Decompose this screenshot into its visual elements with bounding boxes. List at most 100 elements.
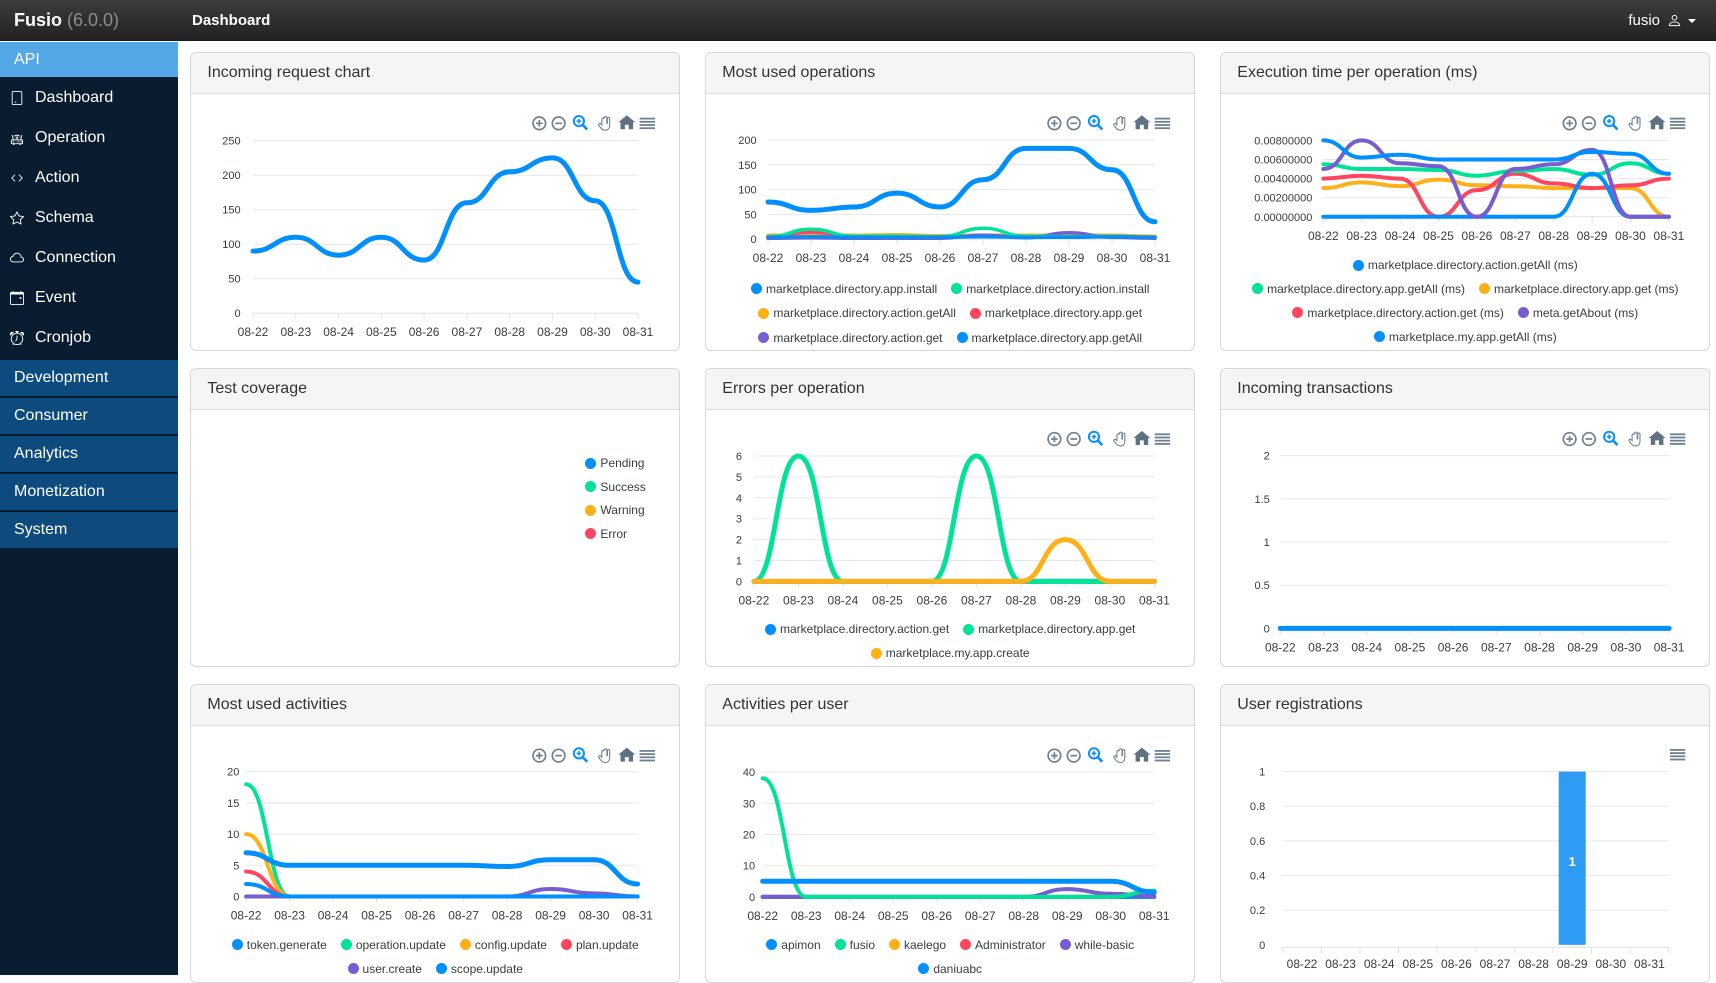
svg-text:08-31: 08-31 (1139, 593, 1170, 607)
svg-text:08-29: 08-29 (1054, 252, 1085, 266)
svg-text:08-26: 08-26 (1441, 958, 1472, 972)
svg-text:08-29: 08-29 (1577, 229, 1608, 243)
svg-text:08-22: 08-22 (1265, 640, 1296, 654)
svg-text:5: 5 (736, 472, 742, 484)
svg-text:08-22: 08-22 (1308, 229, 1339, 243)
svg-text:08-29: 08-29 (538, 326, 569, 340)
svg-text:08-30: 08-30 (1596, 958, 1627, 972)
svg-text:30: 30 (743, 799, 755, 811)
svg-text:1: 1 (736, 556, 742, 568)
svg-text:08-28: 08-28 (1539, 229, 1570, 243)
svg-text:1: 1 (1264, 537, 1270, 549)
svg-text:250: 250 (223, 136, 241, 148)
svg-text:08-30: 08-30 (1611, 640, 1642, 654)
svg-text:10: 10 (228, 829, 240, 841)
svg-text:08-26: 08-26 (405, 909, 436, 923)
svg-text:08-27: 08-27 (1500, 229, 1531, 243)
svg-text:08-27: 08-27 (965, 909, 996, 923)
svg-text:0: 0 (749, 892, 755, 904)
svg-text:0: 0 (1259, 940, 1265, 952)
svg-text:08-26: 08-26 (925, 252, 956, 266)
svg-text:08-30: 08-30 (1095, 593, 1126, 607)
svg-text:20: 20 (743, 830, 755, 842)
svg-text:0.8: 0.8 (1250, 802, 1265, 814)
svg-text:08-28: 08-28 (1524, 640, 1555, 654)
svg-text:100: 100 (223, 240, 241, 252)
svg-text:08-26: 08-26 (1438, 640, 1469, 654)
svg-text:08-24: 08-24 (835, 909, 866, 923)
svg-text:08-29: 08-29 (1568, 640, 1599, 654)
svg-text:50: 50 (745, 210, 757, 222)
svg-text:08-30: 08-30 (580, 326, 611, 340)
svg-text:1.5: 1.5 (1255, 494, 1270, 506)
svg-text:3: 3 (736, 514, 742, 526)
svg-text:08-24: 08-24 (1364, 958, 1395, 972)
svg-text:08-25: 08-25 (1423, 229, 1454, 243)
svg-text:08-23: 08-23 (1347, 229, 1378, 243)
svg-text:50: 50 (229, 274, 241, 286)
svg-text:08-30: 08-30 (579, 909, 610, 923)
svg-text:0.4: 0.4 (1250, 871, 1265, 883)
svg-text:08-23: 08-23 (275, 909, 306, 923)
svg-text:0: 0 (751, 235, 757, 247)
svg-text:0.00800000: 0.00800000 (1255, 136, 1313, 148)
svg-text:08-28: 08-28 (492, 909, 523, 923)
svg-text:08-22: 08-22 (1287, 958, 1318, 972)
svg-text:08-31: 08-31 (1139, 909, 1170, 923)
svg-text:08-23: 08-23 (796, 252, 827, 266)
svg-text:08-23: 08-23 (1308, 640, 1339, 654)
svg-text:08-25: 08-25 (1395, 640, 1426, 654)
svg-text:08-24: 08-24 (839, 252, 870, 266)
svg-text:0.00000000: 0.00000000 (1255, 212, 1313, 224)
svg-text:08-28: 08-28 (1006, 593, 1037, 607)
svg-text:0.00400000: 0.00400000 (1255, 174, 1313, 186)
svg-text:0: 0 (235, 309, 241, 321)
svg-text:1: 1 (1569, 854, 1576, 869)
svg-text:08-22: 08-22 (231, 909, 262, 923)
svg-text:2: 2 (1264, 451, 1270, 463)
svg-text:08-27: 08-27 (968, 252, 999, 266)
svg-text:0.5: 0.5 (1255, 580, 1270, 592)
svg-text:08-23: 08-23 (281, 326, 312, 340)
svg-text:08-26: 08-26 (409, 326, 440, 340)
svg-text:08-24: 08-24 (318, 909, 349, 923)
svg-text:08-22: 08-22 (739, 593, 770, 607)
svg-text:0: 0 (1264, 623, 1270, 635)
svg-text:08-27: 08-27 (1481, 640, 1512, 654)
svg-text:08-29: 08-29 (536, 909, 567, 923)
svg-text:2: 2 (736, 535, 742, 547)
svg-text:08-23: 08-23 (783, 593, 814, 607)
svg-text:08-24: 08-24 (1352, 640, 1383, 654)
svg-text:0.00200000: 0.00200000 (1255, 193, 1313, 205)
svg-text:1: 1 (1259, 767, 1265, 779)
svg-text:150: 150 (223, 205, 241, 217)
svg-text:08-26: 08-26 (917, 593, 948, 607)
svg-text:08-27: 08-27 (961, 593, 992, 607)
svg-text:08-26: 08-26 (1462, 229, 1493, 243)
svg-text:08-30: 08-30 (1096, 909, 1127, 923)
svg-text:08-23: 08-23 (1326, 958, 1357, 972)
svg-text:08-27: 08-27 (1480, 958, 1511, 972)
svg-text:08-28: 08-28 (1519, 958, 1550, 972)
svg-text:08-31: 08-31 (623, 326, 654, 340)
svg-text:08-25: 08-25 (366, 326, 397, 340)
svg-text:08-31: 08-31 (1634, 958, 1665, 972)
svg-text:6: 6 (736, 451, 742, 463)
svg-text:08-28: 08-28 (1009, 909, 1040, 923)
svg-text:08-28: 08-28 (1011, 252, 1042, 266)
svg-text:08-31: 08-31 (1654, 640, 1685, 654)
svg-text:100: 100 (739, 185, 757, 197)
svg-text:08-29: 08-29 (1557, 958, 1588, 972)
svg-text:08-24: 08-24 (828, 593, 859, 607)
svg-text:08-31: 08-31 (1140, 252, 1171, 266)
svg-text:5: 5 (234, 861, 240, 873)
svg-text:08-25: 08-25 (878, 909, 909, 923)
svg-text:40: 40 (743, 767, 755, 779)
svg-text:0: 0 (234, 892, 240, 904)
svg-text:08-22: 08-22 (748, 909, 779, 923)
svg-text:08-30: 08-30 (1097, 252, 1128, 266)
svg-text:4: 4 (736, 493, 742, 505)
svg-text:08-31: 08-31 (1654, 229, 1685, 243)
svg-text:08-22: 08-22 (238, 326, 269, 340)
svg-text:08-27: 08-27 (452, 326, 483, 340)
